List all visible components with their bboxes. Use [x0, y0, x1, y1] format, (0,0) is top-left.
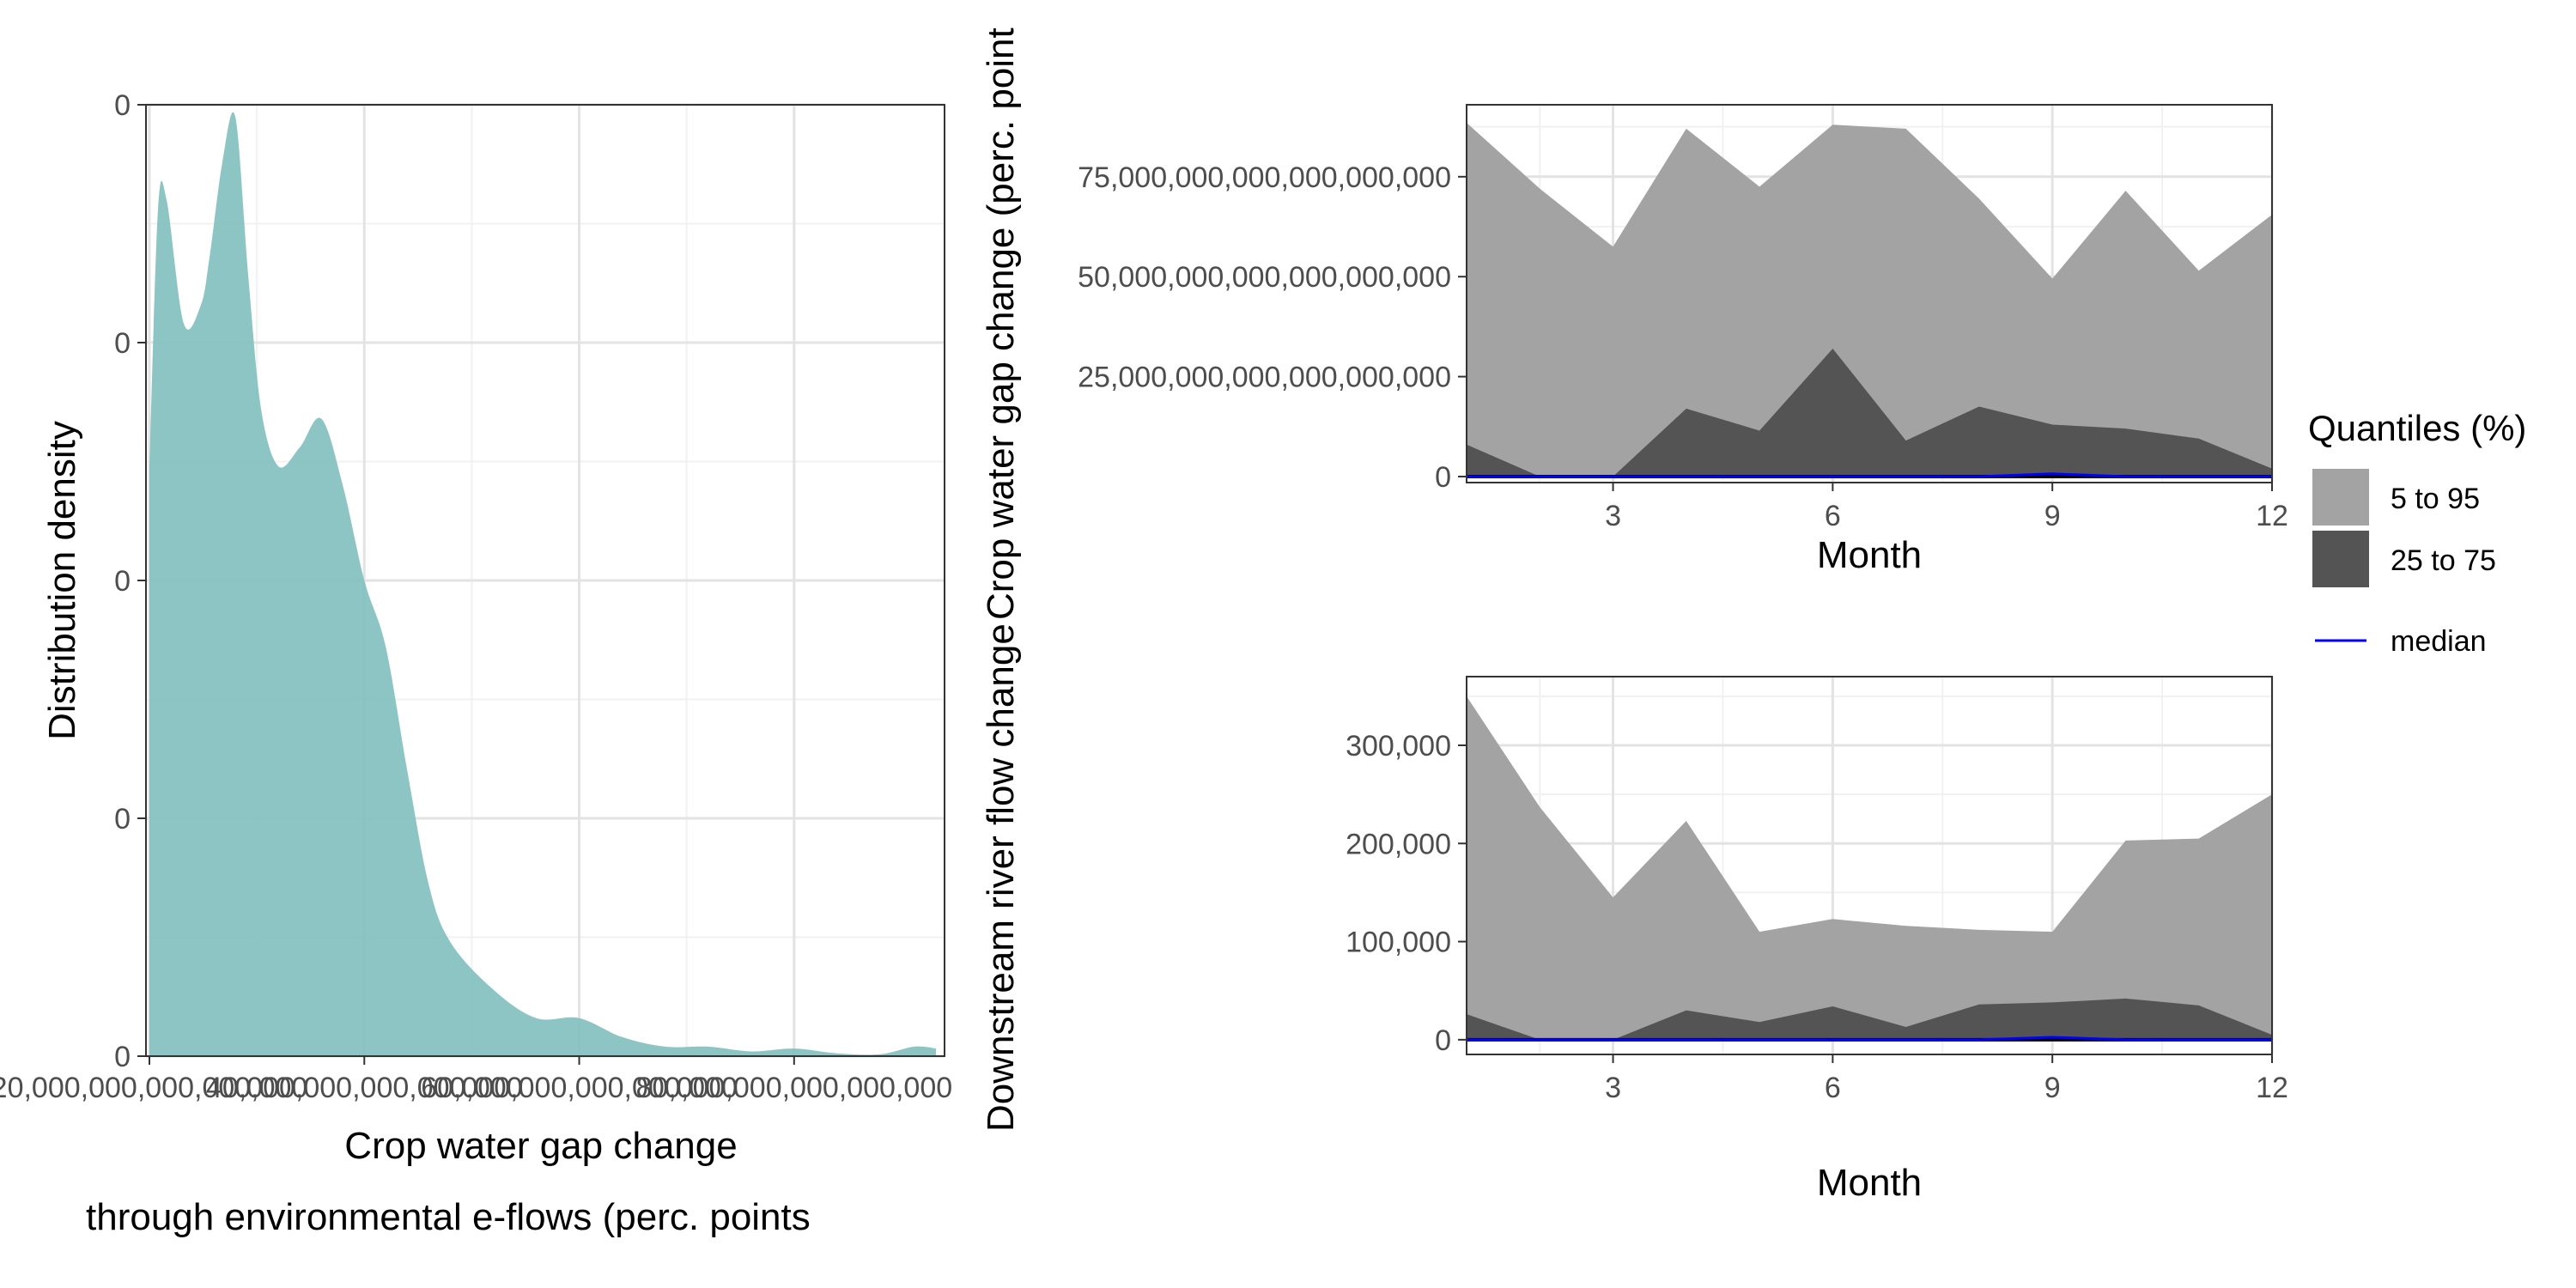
density-y-axis: 0 0 0 0 0: [114, 89, 146, 1073]
density-grid: [146, 103, 945, 1058]
crop-gap-x-axis-title: Month: [1817, 534, 1922, 576]
y-tick-label: 0: [1435, 1024, 1451, 1057]
density-area: [149, 112, 936, 1057]
river-flow-y-axis-title: Downstream river flow change: [980, 623, 1022, 1132]
crop-gap-25-75-band: [1467, 349, 2272, 477]
legend-label-median: median: [2391, 625, 2487, 658]
crop-gap-y-axis-title: Crop water gap change (perc. point: [980, 27, 1022, 620]
crop-gap-5-95-band: [1467, 123, 2272, 477]
density-y-tick-label: 0: [114, 803, 131, 835]
density-x-tick-label: 40,000,000,000,000,000: [206, 1072, 523, 1104]
x-tick-label: 9: [2044, 500, 2061, 532]
river-flow-x-axis: 3 6 9 12: [1605, 1054, 2288, 1104]
density-y-tick-label: 0: [114, 565, 131, 598]
x-tick-label: 6: [1825, 500, 1841, 532]
density-x-tick-label: 60,000,000,000,000,000: [421, 1072, 738, 1104]
river-flow-5-95-band: [1467, 696, 2272, 1040]
density-x-axis-title: Crop water gap change: [344, 1125, 737, 1167]
legend-key-25-75: [2311, 529, 2371, 589]
y-tick-label: 100,000: [1346, 927, 1451, 959]
y-tick-label: 200,000: [1346, 828, 1451, 860]
river-flow-25-75-band: [1467, 998, 2272, 1040]
x-tick-label: 3: [1605, 1072, 1621, 1104]
right-panels-y-axis-titles: Downstream river flow change Crop water …: [980, 27, 1022, 1132]
y-tick-label: 0: [1435, 461, 1451, 494]
legend-key-5-95: [2311, 467, 2371, 527]
x-tick-label: 9: [2044, 1072, 2061, 1104]
legend-label-25-75: 25 to 75: [2391, 544, 2496, 577]
x-tick-label: 3: [1605, 500, 1621, 532]
density-panel: 0 0 0 0 0 20,000,000,000,000,00040,000,000,0…: [0, 89, 952, 1238]
density-x-tick-label: 20,000,000,000,000,000: [0, 1072, 307, 1104]
y-tick-label: 50,000,000,000,000,000,000: [1078, 261, 1451, 294]
river-flow-panel-border: [1466, 676, 2273, 1055]
crop-gap-monthly-panel: 0 25,000,000,000,000,000,000 50,000,000,00…: [1078, 104, 2288, 576]
x-tick-label: 6: [1825, 1072, 1841, 1104]
river-flow-x-axis-title: Month: [1817, 1162, 1922, 1204]
legend-title: Quantiles (%): [2308, 408, 2526, 448]
x-tick-label: 12: [2256, 500, 2288, 532]
crop-gap-x-axis: 3 6 9 12: [1605, 483, 2288, 532]
y-tick-label: 25,000,000,000,000,000,000: [1078, 361, 1451, 394]
river-flow-y-axis: 0 100,000 200,000 300,000: [1346, 730, 1467, 1057]
x-tick-label: 12: [2256, 1072, 2288, 1104]
legend-label-5-95: 5 to 95: [2391, 483, 2480, 515]
crop-gap-y-axis: 0 25,000,000,000,000,000,000 50,000,000,00…: [1078, 161, 1467, 494]
crop-gap-median-line: [1467, 472, 2272, 478]
density-y-axis-title: Distribution density: [41, 421, 83, 740]
density-x-axis: 20,000,000,000,000,00040,000,000,000,000…: [0, 1056, 952, 1104]
crop-gap-panel-border: [1466, 104, 2273, 483]
density-y-tick-label: 0: [114, 1041, 131, 1073]
y-tick-label: 300,000: [1346, 730, 1451, 762]
density-x-tick-label: 80,000,000,000,000,000: [635, 1072, 952, 1104]
density-x-axis-title-line2: through environmental e-flows (perc. poi…: [86, 1196, 811, 1238]
y-tick-label: 75,000,000,000,000,000,000: [1078, 161, 1451, 194]
river-flow-median-line: [1467, 1036, 2272, 1042]
density-y-tick-label: 0: [114, 89, 131, 122]
legend: Quantiles (%) 5 to 95 25 to 75 median: [2308, 408, 2526, 658]
river-flow-monthly-panel: 0 100,000 200,000 300,000 3 6 9 12 Month: [1346, 676, 2288, 1204]
density-y-tick-label: 0: [114, 327, 131, 360]
